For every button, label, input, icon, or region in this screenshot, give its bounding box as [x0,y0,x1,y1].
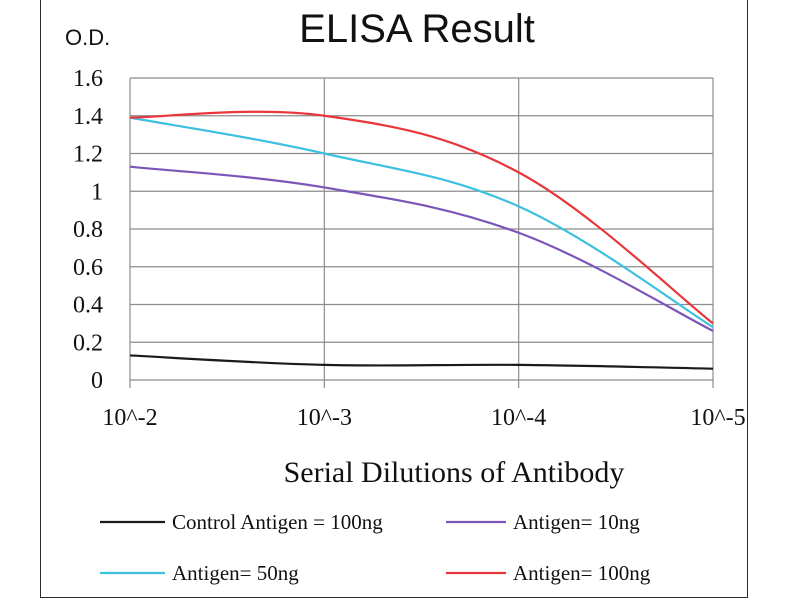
y-tick-label: 1.6 [73,66,103,92]
y-tick-label: 1 [91,179,103,205]
y-tick-label: 0.2 [73,330,103,356]
x-tick-label: 10^-4 [491,405,546,431]
legend-label: Antigen= 50ng [172,561,299,585]
legend-label: Antigen= 100ng [513,561,651,585]
x-tick-label: 10^-5 [690,405,745,431]
tick-labels: 0 0.2 0.4 0.6 0.8 1 1.2 1.4 1.6 10^-2 10^-3 10^-4 10… [73,66,746,431]
legend: Control Antigen = 100ng Antigen= 10ng Anti… [100,510,651,585]
x-axis-label: Serial Dilutions of Antibody [284,456,625,489]
chart-frame [40,0,748,598]
chart-title: ELISA Result [299,7,535,51]
y-tick-label: 1.4 [73,104,103,130]
series-lines [129,110,714,370]
y-tick-label: 0 [91,368,103,394]
x-tick-label: 10^-2 [102,405,157,431]
x-tick-label: 10^-3 [297,405,352,431]
y-axis-label: O.D. [65,25,110,50]
series-line [129,116,714,329]
legend-label: Control Antigen = 100ng [172,510,383,534]
legend-label: Antigen= 10ng [513,510,640,534]
y-tick-label: 0.8 [73,217,103,243]
series-line [129,354,714,370]
y-tick-label: 1.2 [73,142,103,168]
series-line [129,110,714,325]
y-tick-label: 0.6 [73,255,103,281]
series-line [129,165,714,332]
grid-lines [129,77,714,388]
y-tick-label: 0.4 [73,293,103,319]
